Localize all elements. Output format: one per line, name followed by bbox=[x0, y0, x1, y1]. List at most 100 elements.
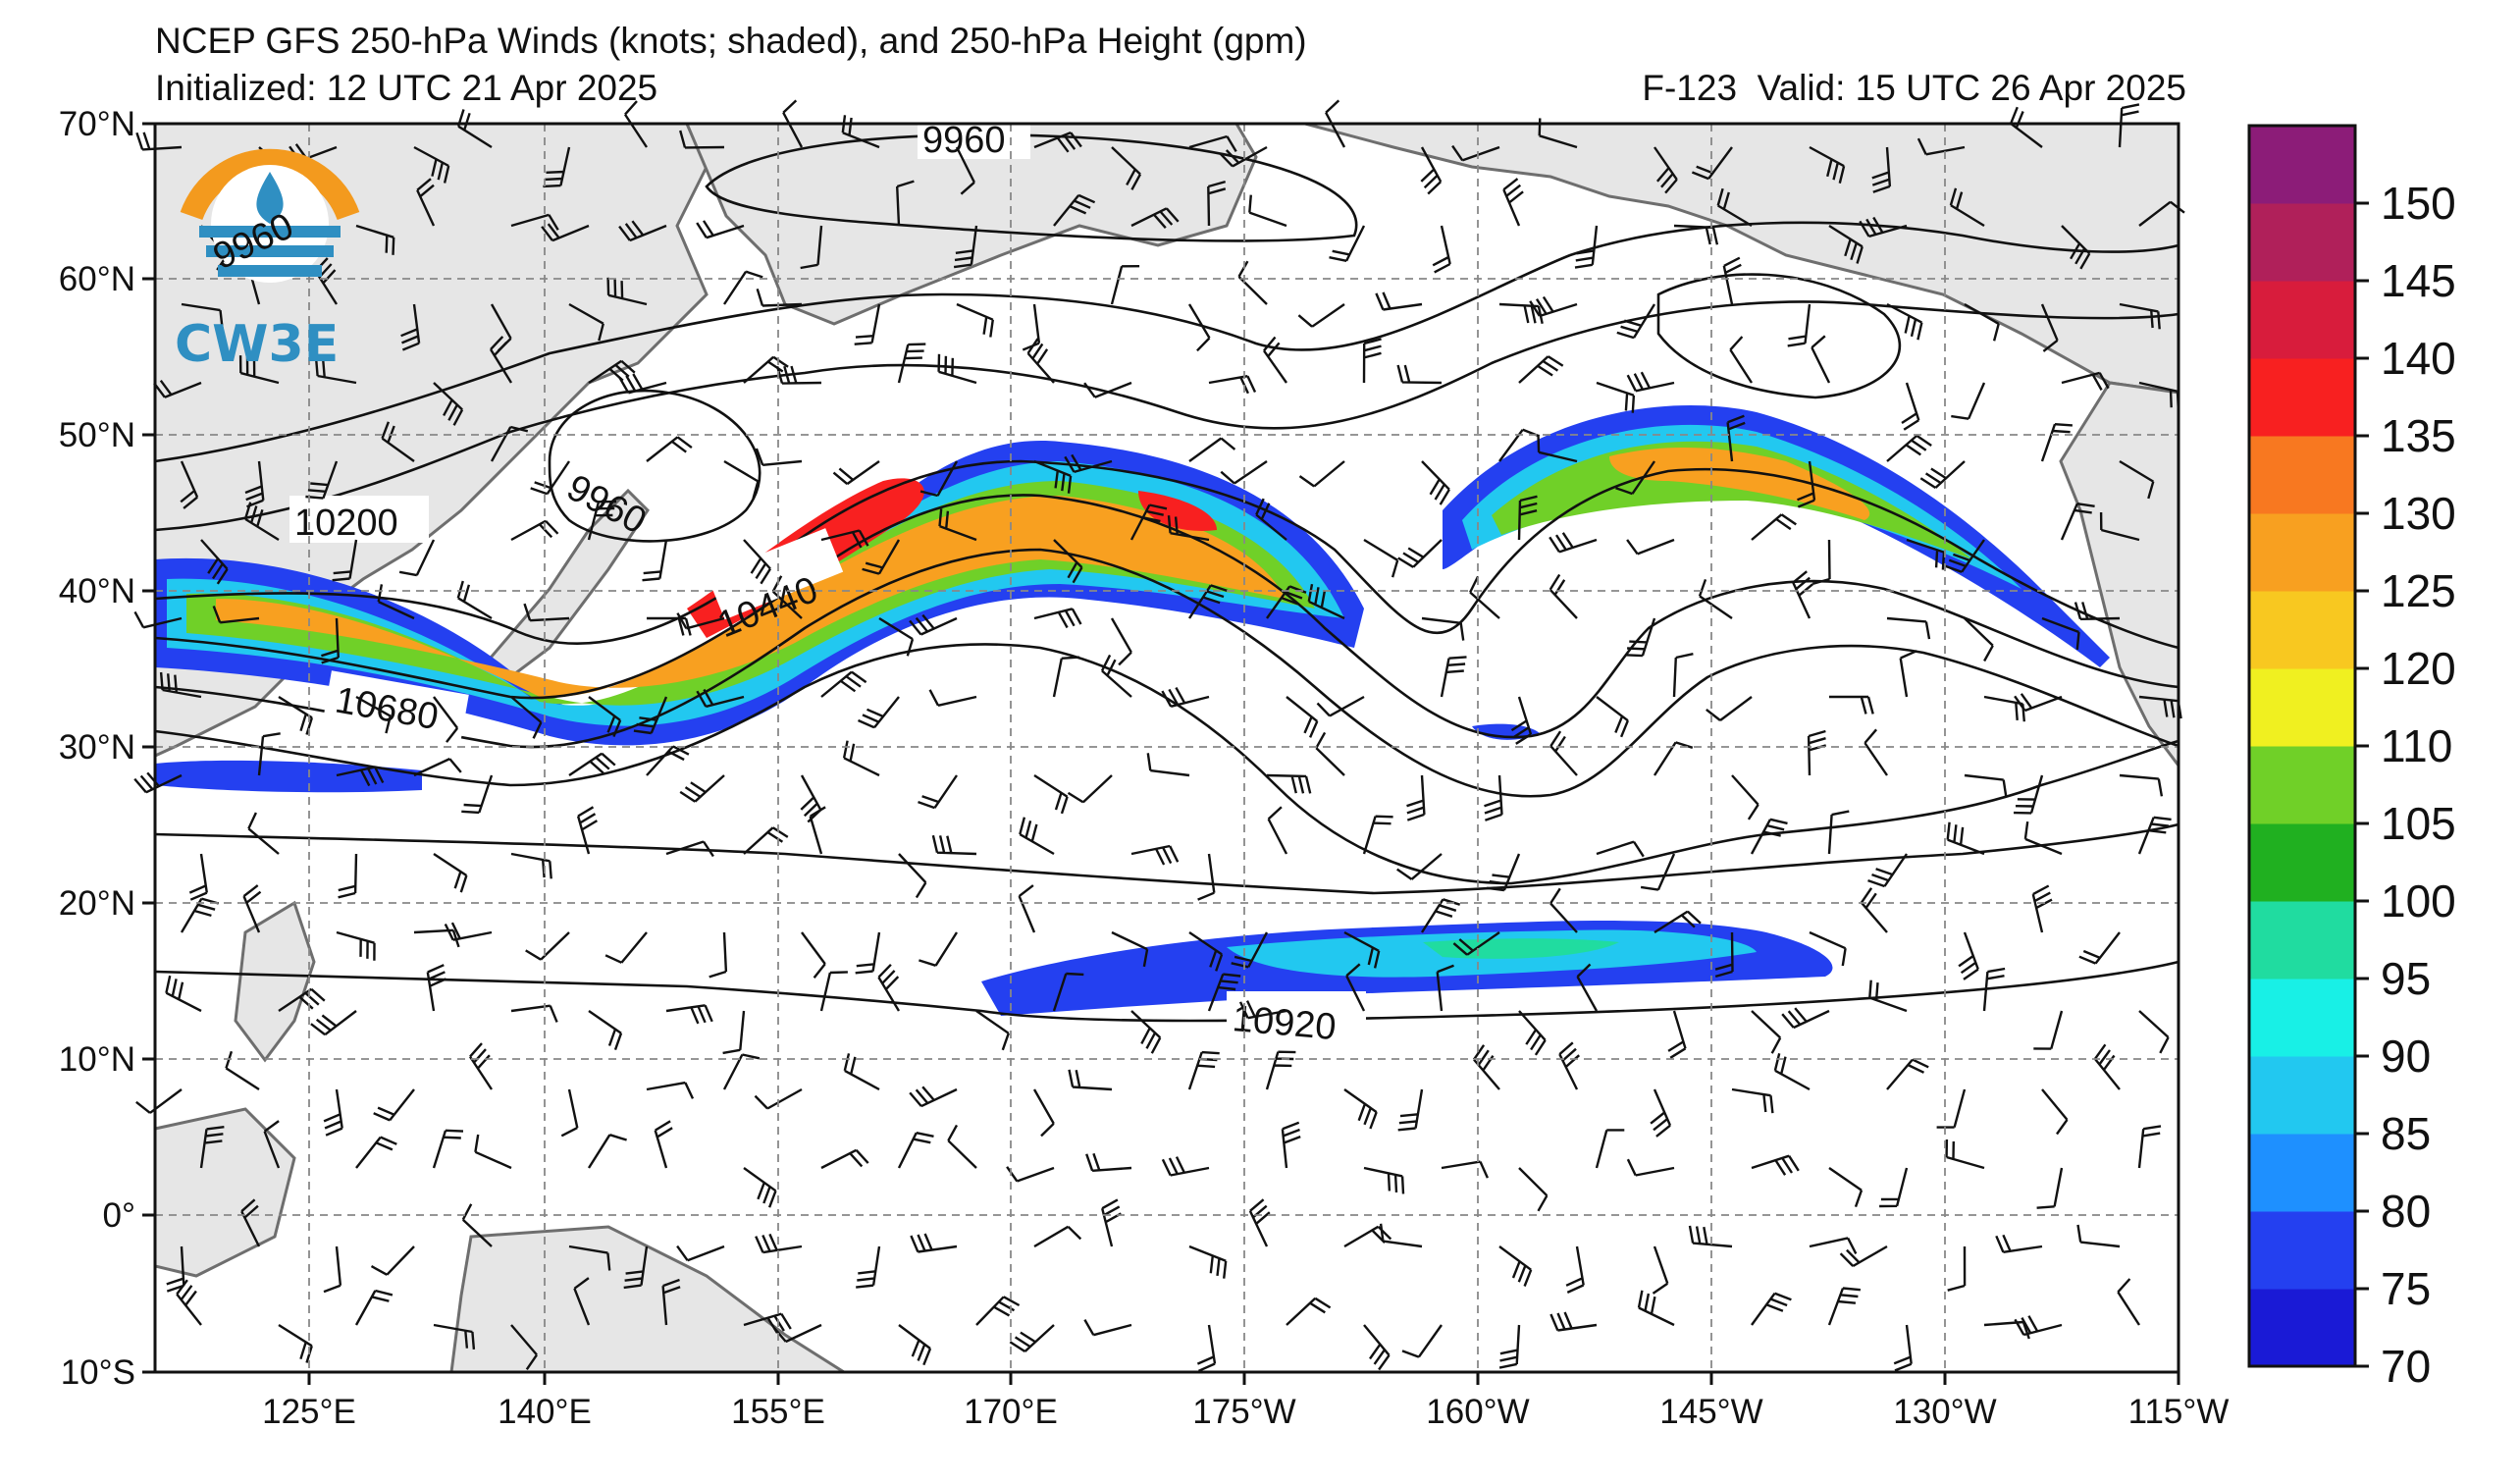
wind-barb bbox=[510, 696, 543, 739]
colorbar-label: 80 bbox=[2381, 1186, 2431, 1237]
wind-barb bbox=[1486, 853, 1521, 892]
wind-barb bbox=[188, 853, 208, 901]
wind-barb bbox=[1964, 773, 2008, 798]
wind-barb bbox=[722, 1053, 761, 1090]
wind-barb bbox=[1188, 437, 1236, 462]
graticule bbox=[155, 124, 2179, 1372]
wind-barb bbox=[523, 603, 570, 622]
longitude-labels: 125°E 140°E 155°E 170°E 175°W 160°W 145°… bbox=[262, 1393, 2229, 1431]
wind-barb bbox=[1473, 1044, 1500, 1090]
wind-barb bbox=[1750, 818, 1788, 855]
contour-label-bg-4 bbox=[707, 528, 844, 620]
wind-barb bbox=[1207, 180, 1227, 227]
wind-barb bbox=[1946, 821, 1985, 856]
wind-barb bbox=[2014, 1315, 2063, 1337]
wind-barb bbox=[413, 758, 462, 777]
wind-barb bbox=[176, 1279, 202, 1326]
wind-barb bbox=[400, 303, 421, 351]
wind-barb bbox=[1110, 617, 1132, 666]
wind-barb bbox=[773, 1323, 822, 1344]
colorbar-swatch bbox=[2249, 746, 2355, 824]
wind-barb bbox=[1751, 1154, 1800, 1176]
wind-barb bbox=[1196, 1324, 1217, 1372]
wind-barb bbox=[1130, 1010, 1162, 1054]
wind-barb bbox=[642, 539, 668, 582]
wind-barb bbox=[1033, 459, 1073, 494]
wind-barb bbox=[1083, 381, 1132, 398]
wind-barb bbox=[1033, 1225, 1082, 1248]
wind-barb bbox=[1440, 656, 1467, 698]
wind-barb bbox=[543, 146, 571, 188]
wind-barb bbox=[909, 1086, 958, 1108]
wind-barb bbox=[1343, 1088, 1378, 1130]
lon-label-170e: 170°E bbox=[964, 1393, 1058, 1431]
wind-barb bbox=[756, 288, 803, 307]
wind-barb bbox=[1420, 898, 1461, 933]
wind-barb bbox=[646, 436, 693, 462]
wind-barb bbox=[1809, 1237, 1858, 1254]
wind-barb bbox=[310, 1010, 357, 1036]
wind-barb bbox=[510, 852, 552, 879]
wind-barb bbox=[937, 353, 977, 385]
colorbar-swatch bbox=[2249, 901, 2355, 980]
wind-barb bbox=[1995, 1234, 2043, 1253]
wind-barb bbox=[2023, 821, 2063, 856]
wind-barb bbox=[1886, 616, 1931, 640]
wind-barb bbox=[1565, 1245, 1585, 1294]
wind-barb bbox=[931, 834, 977, 856]
wind-barb bbox=[820, 670, 867, 698]
wind-barb bbox=[490, 425, 529, 462]
wind-barb bbox=[1248, 1198, 1271, 1247]
wind-barb bbox=[2036, 1167, 2064, 1209]
wind-barb bbox=[1266, 773, 1312, 794]
wind-barb bbox=[1714, 931, 1734, 979]
wind-barb bbox=[413, 145, 450, 184]
lon-label-125e: 125°E bbox=[262, 1393, 356, 1431]
wind-barb bbox=[2138, 1010, 2170, 1054]
wind-barb bbox=[355, 1136, 397, 1169]
land-siberia bbox=[684, 122, 1258, 326]
wind-barb bbox=[2076, 1224, 2121, 1248]
contour-line-7 bbox=[154, 822, 2179, 895]
wind-barb bbox=[1085, 1152, 1132, 1172]
wind-barb bbox=[855, 931, 881, 975]
wind-barb bbox=[1537, 434, 1578, 463]
wind-barb bbox=[842, 740, 880, 777]
wind-barb bbox=[2119, 773, 2164, 797]
wind-barb bbox=[568, 302, 604, 342]
wind-barb bbox=[560, 1088, 579, 1138]
wind-barb bbox=[257, 732, 281, 776]
wind-barb bbox=[1343, 930, 1381, 969]
wind-barb bbox=[1654, 146, 1678, 194]
wind-barb bbox=[354, 1289, 394, 1326]
wind-barb bbox=[1129, 503, 1168, 541]
wind-barb bbox=[433, 852, 468, 893]
wind-barb bbox=[618, 220, 667, 242]
wind-barb bbox=[1626, 371, 1675, 393]
wind-barb bbox=[1401, 1324, 1443, 1358]
contour-line-6 bbox=[154, 643, 2179, 885]
wind-barb bbox=[723, 459, 760, 500]
lat-label-40n: 40°N bbox=[59, 572, 135, 610]
wind-barb bbox=[1698, 579, 1733, 619]
wind-barb bbox=[919, 460, 959, 498]
wind-barb bbox=[180, 897, 220, 933]
wind-barb bbox=[743, 826, 789, 855]
wind-barb bbox=[1396, 853, 1443, 880]
wind-barb bbox=[665, 1004, 713, 1025]
latitude-labels: 70°N 60°N 50°N 40°N 30°N 20°N 10°N 0° 10… bbox=[59, 105, 135, 1392]
wind-barb bbox=[606, 277, 648, 306]
wind-barb bbox=[433, 696, 459, 743]
wind-barb bbox=[676, 612, 725, 630]
lon-label-115w: 115°W bbox=[2128, 1393, 2230, 1431]
wind-barb bbox=[1829, 695, 1874, 715]
wind-barb bbox=[1286, 696, 1319, 738]
wind-barb bbox=[820, 529, 869, 549]
contour-label-bg-2 bbox=[289, 496, 429, 543]
wind-barb bbox=[416, 178, 436, 227]
wind-barb bbox=[1811, 335, 1831, 384]
wind-barb bbox=[1868, 980, 1908, 1013]
wind-barb bbox=[1518, 355, 1564, 384]
wind-barb bbox=[1297, 303, 1345, 328]
wind-barb bbox=[370, 1245, 415, 1276]
